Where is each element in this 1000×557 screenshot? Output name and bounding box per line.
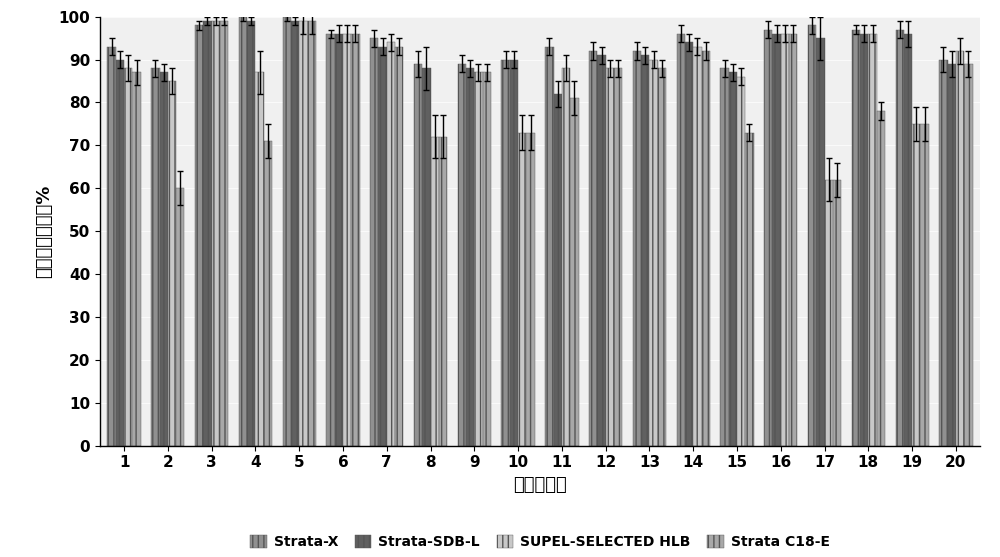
Bar xyxy=(545,47,554,446)
Bar xyxy=(395,47,403,446)
Bar xyxy=(860,34,868,446)
Bar xyxy=(729,72,737,446)
Bar xyxy=(343,34,351,446)
Bar xyxy=(633,51,641,446)
Bar xyxy=(212,21,220,446)
Bar xyxy=(570,98,579,446)
Bar xyxy=(458,64,466,446)
Bar xyxy=(641,55,649,446)
Bar xyxy=(948,64,956,446)
Bar xyxy=(326,34,335,446)
Bar xyxy=(702,51,710,446)
Bar xyxy=(764,30,772,446)
Bar xyxy=(912,124,920,446)
Bar xyxy=(335,34,343,446)
Bar xyxy=(518,133,526,446)
Bar xyxy=(107,47,116,446)
Bar xyxy=(378,47,387,446)
Bar xyxy=(597,55,606,446)
Bar xyxy=(964,64,973,446)
Bar xyxy=(658,68,666,446)
Bar xyxy=(255,72,264,446)
Bar xyxy=(308,21,316,446)
Bar xyxy=(956,51,964,446)
Bar xyxy=(132,72,141,446)
Bar xyxy=(772,34,781,446)
Bar xyxy=(439,137,447,446)
Bar xyxy=(483,72,491,446)
Bar xyxy=(247,21,255,446)
Bar xyxy=(160,72,168,446)
Bar xyxy=(920,124,929,446)
Bar xyxy=(677,34,685,446)
Bar xyxy=(203,21,212,446)
Bar xyxy=(852,30,860,446)
Bar xyxy=(422,68,431,446)
Bar xyxy=(816,38,825,446)
Bar xyxy=(431,137,439,446)
Bar xyxy=(220,21,228,446)
Legend: Strata-X, Strata-SDB-L, SUPEL-SELECTED HLB, Strata C18-E: Strata-X, Strata-SDB-L, SUPEL-SELECTED H… xyxy=(244,530,836,555)
Bar xyxy=(589,51,597,446)
Bar xyxy=(781,34,789,446)
Y-axis label: 固相萨取回收率%: 固相萨取回收率% xyxy=(35,184,53,278)
Bar xyxy=(562,68,570,446)
Bar xyxy=(414,64,422,446)
Bar xyxy=(789,34,797,446)
Bar xyxy=(833,180,841,446)
Bar xyxy=(116,60,124,446)
Bar xyxy=(939,60,948,446)
Bar xyxy=(168,81,176,446)
Bar xyxy=(825,180,833,446)
Bar xyxy=(868,34,877,446)
Bar xyxy=(526,133,535,446)
Bar xyxy=(264,141,272,446)
Bar xyxy=(745,133,754,446)
Bar xyxy=(283,17,291,446)
Bar xyxy=(501,60,510,446)
Bar xyxy=(299,21,308,446)
Bar xyxy=(195,25,203,446)
Bar xyxy=(510,60,518,446)
X-axis label: 酚性化合物: 酚性化合物 xyxy=(513,476,567,494)
Bar xyxy=(877,111,885,446)
Bar xyxy=(124,68,132,446)
Bar xyxy=(291,21,299,446)
Bar xyxy=(370,38,378,446)
Bar xyxy=(808,25,816,446)
Bar xyxy=(737,77,745,446)
Bar xyxy=(554,94,562,446)
Bar xyxy=(614,68,622,446)
Bar xyxy=(606,68,614,446)
Bar xyxy=(351,34,360,446)
Bar xyxy=(720,68,729,446)
Bar xyxy=(474,72,483,446)
Bar xyxy=(904,34,912,446)
Bar xyxy=(896,30,904,446)
Bar xyxy=(239,17,247,446)
Bar xyxy=(466,68,474,446)
Bar xyxy=(387,42,395,446)
Bar xyxy=(151,68,160,446)
Bar xyxy=(176,188,184,446)
Bar xyxy=(685,42,693,446)
Bar xyxy=(693,47,702,446)
Bar xyxy=(649,60,658,446)
